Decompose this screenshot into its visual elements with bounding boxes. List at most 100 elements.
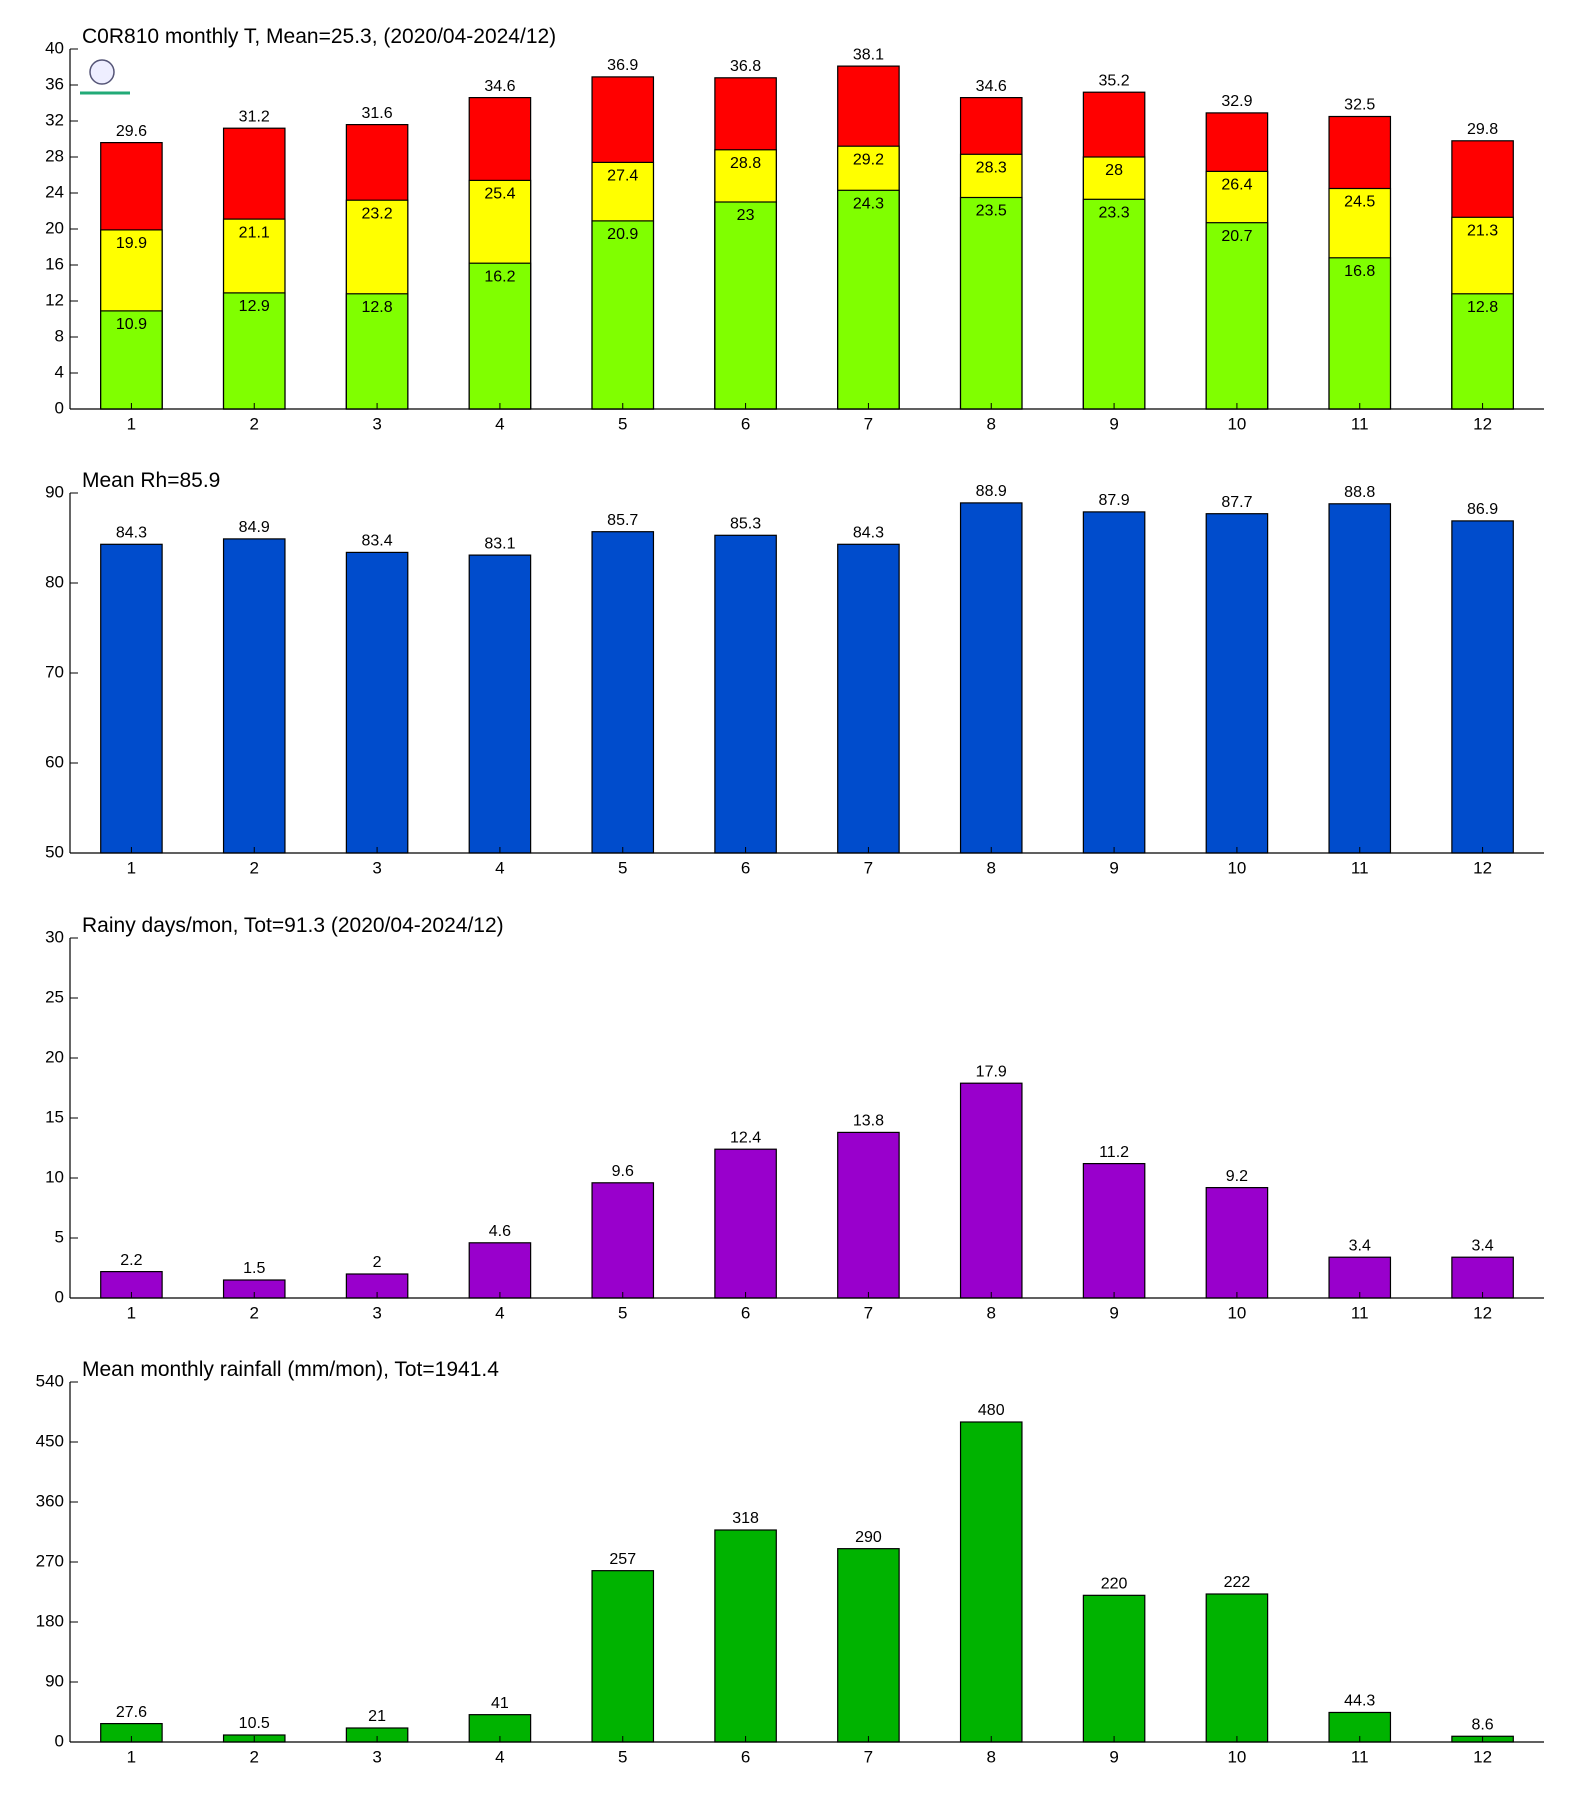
y-tick-label: 70 [45, 662, 64, 681]
y-tick-label: 90 [45, 482, 64, 501]
x-tick-label: 11 [1351, 414, 1369, 433]
bar [1451, 1256, 1514, 1299]
x-tick-label: 3 [372, 858, 381, 877]
value-label: 36.8 [730, 58, 761, 75]
y-tick-label: 0 [55, 398, 64, 417]
x-tick-label: 12 [1473, 1303, 1492, 1322]
value-label: 17.9 [976, 1063, 1007, 1080]
value-label: 16.8 [1344, 263, 1375, 280]
value-label: 31.6 [362, 105, 393, 122]
value-label: 23 [737, 207, 755, 224]
y-tick-label: 540 [36, 1371, 64, 1390]
bar [1082, 1594, 1146, 1743]
value-label: 12.8 [362, 299, 393, 316]
x-tick-label: 10 [1227, 1303, 1246, 1322]
value-label: 318 [732, 1510, 759, 1527]
x-tick-label: 6 [741, 1303, 750, 1322]
value-label: 21.3 [1467, 223, 1498, 240]
x-tick-label: 3 [372, 414, 381, 433]
value-label: 44.3 [1344, 1693, 1375, 1710]
y-tick-label: 50 [45, 842, 64, 861]
x-tick-label: 5 [618, 858, 627, 877]
value-label: 28.8 [730, 155, 761, 172]
chart-title: Rainy days/mon, Tot=91.3 (2020/04-2024/1… [82, 914, 504, 937]
bar [1082, 198, 1146, 410]
value-label: 31.2 [239, 108, 270, 125]
y-tick-label: 15 [45, 1107, 64, 1126]
value-label: 24.3 [853, 196, 884, 213]
value-label: 19.9 [116, 235, 147, 252]
bar [1328, 257, 1392, 410]
value-label: 28.3 [976, 160, 1007, 177]
x-tick-label: 2 [250, 858, 259, 877]
value-label: 20.7 [1221, 228, 1252, 245]
value-label: 480 [978, 1402, 1005, 1419]
chart-title: Mean monthly rainfall (mm/mon), Tot=1941… [82, 1358, 499, 1381]
bar [100, 543, 163, 854]
y-tick-label: 8 [55, 326, 64, 345]
x-tick-label: 9 [1109, 414, 1118, 433]
y-tick-label: 28 [45, 146, 64, 165]
value-label: 9.2 [1226, 1168, 1248, 1185]
bar [591, 220, 655, 410]
bar [591, 1570, 655, 1743]
y-tick-label: 20 [45, 1047, 64, 1066]
y-tick-label: 0 [55, 1287, 64, 1306]
x-tick-label: 4 [495, 1747, 504, 1766]
x-tick-label: 8 [987, 858, 996, 877]
x-tick-label: 10 [1227, 1747, 1246, 1766]
chart-title: C0R810 monthly T, Mean=25.3, (2020/04-20… [82, 25, 556, 48]
value-label: 3.4 [1471, 1237, 1493, 1254]
x-tick-label: 2 [250, 1747, 259, 1766]
x-tick-label: 7 [864, 1747, 873, 1766]
value-label: 10.9 [116, 316, 147, 333]
y-tick-label: 30 [45, 927, 64, 946]
bar [959, 502, 1023, 854]
bar [1205, 1593, 1269, 1743]
y-tick-label: 5 [55, 1227, 64, 1246]
bar [1451, 520, 1514, 854]
bar [837, 1548, 900, 1743]
value-label: 34.6 [976, 78, 1007, 95]
y-tick-label: 0 [55, 1731, 64, 1750]
value-label: 34.6 [484, 78, 515, 95]
value-label: 88.9 [976, 483, 1007, 500]
value-label: 21.1 [239, 224, 270, 241]
bar [1082, 511, 1146, 854]
x-tick-label: 12 [1473, 414, 1492, 433]
x-tick-label: 4 [495, 414, 504, 433]
x-tick-label: 10 [1227, 858, 1246, 877]
x-tick-label: 6 [741, 858, 750, 877]
value-label: 21 [368, 1708, 386, 1725]
value-label: 83.4 [362, 533, 393, 550]
value-label: 290 [855, 1529, 882, 1546]
x-tick-label: 11 [1351, 1747, 1369, 1766]
y-tick-label: 32 [45, 110, 64, 129]
x-tick-label: 9 [1109, 1747, 1118, 1766]
value-label: 4.6 [489, 1223, 511, 1240]
bar [591, 1182, 655, 1299]
x-tick-label: 9 [1109, 858, 1118, 877]
x-tick-label: 1 [127, 414, 136, 433]
x-tick-label: 1 [127, 858, 136, 877]
logo [80, 59, 130, 95]
chart-title: Mean Rh=85.9 [82, 469, 220, 492]
bar [468, 262, 532, 410]
x-tick-label: 1 [127, 1303, 136, 1322]
x-tick-label: 3 [372, 1303, 381, 1322]
bar [1205, 222, 1269, 410]
x-tick-label: 8 [987, 1747, 996, 1766]
value-label: 29.2 [853, 151, 884, 168]
value-label: 32.5 [1344, 97, 1375, 114]
y-tick-label: 12 [45, 290, 64, 309]
value-label: 12.9 [239, 298, 270, 315]
y-tick-label: 25 [45, 987, 64, 1006]
x-tick-label: 7 [864, 1303, 873, 1322]
value-label: 85.7 [607, 512, 638, 529]
bar [468, 554, 532, 854]
bar [714, 201, 777, 410]
y-tick-label: 10 [45, 1167, 64, 1186]
y-tick-label: 4 [55, 362, 64, 381]
y-tick-label: 60 [45, 752, 64, 771]
